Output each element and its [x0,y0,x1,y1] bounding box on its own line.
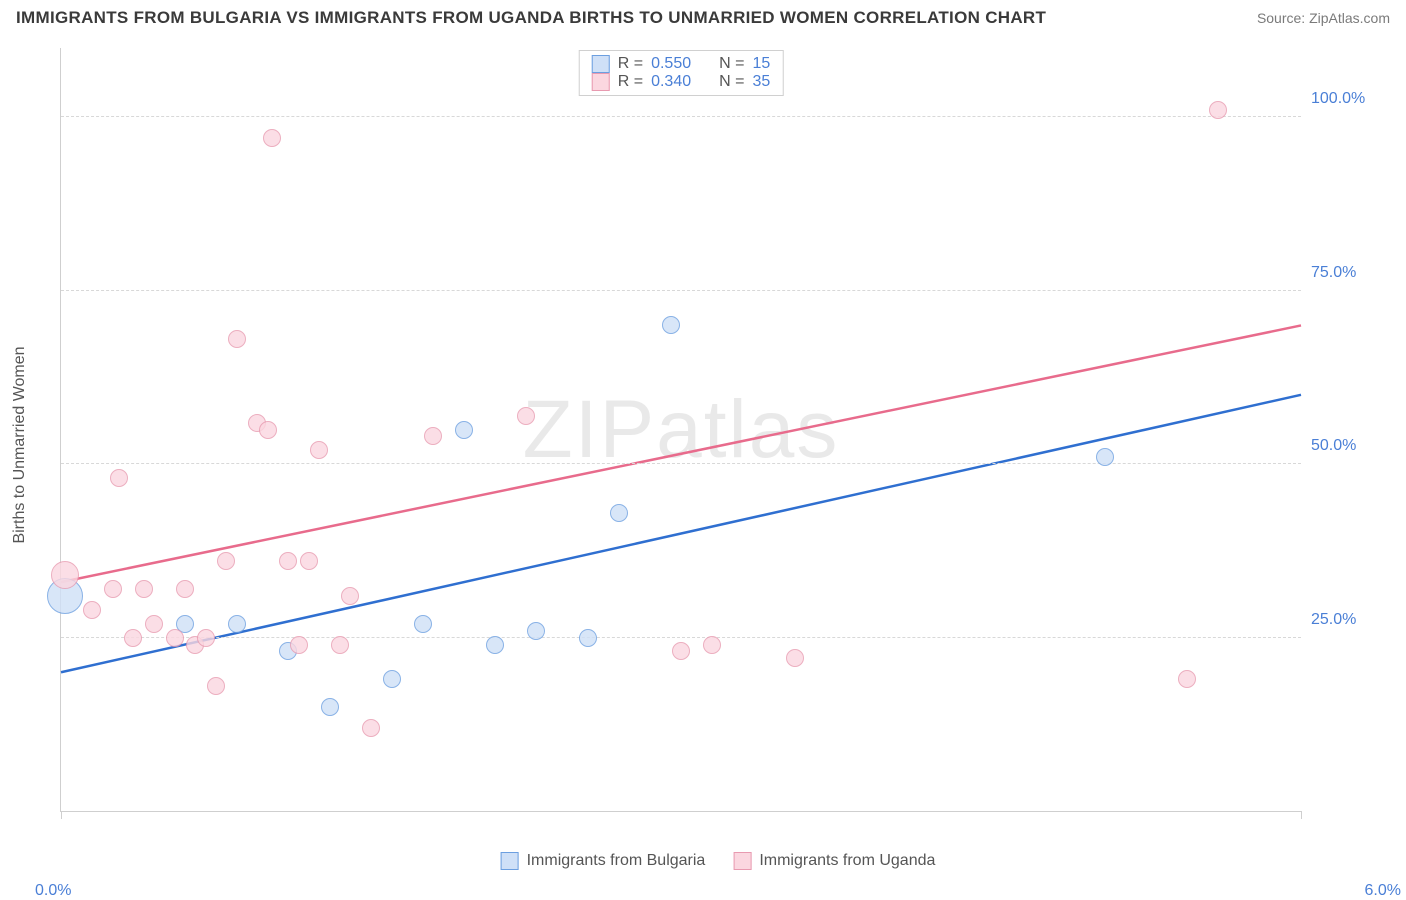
r-label: R = [618,73,643,91]
series-label: Immigrants from Uganda [759,852,935,870]
n-value: 15 [752,55,770,73]
scatter-point-uganda [145,615,163,633]
trend-line-bulgaria [61,395,1301,672]
scatter-point-uganda [300,552,318,570]
scatter-point-uganda [104,580,122,598]
scatter-point-bulgaria [662,316,680,334]
scatter-point-uganda [83,601,101,619]
legend-swatch [592,73,610,91]
scatter-point-uganda [197,629,215,647]
source-attribution: Source: ZipAtlas.com [1257,10,1390,26]
series-legend: Immigrants from Bulgaria Immigrants from … [501,852,936,870]
scatter-point-uganda [310,441,328,459]
y-tick-label: 100.0% [1311,90,1386,108]
scatter-point-uganda [176,580,194,598]
scatter-point-bulgaria [1096,448,1114,466]
r-value: 0.550 [651,55,691,73]
y-tick-label: 50.0% [1311,437,1386,455]
scatter-point-uganda [1178,670,1196,688]
scatter-point-uganda [259,421,277,439]
scatter-point-bulgaria [228,615,246,633]
scatter-point-bulgaria [383,670,401,688]
legend-swatch [733,852,751,870]
scatter-point-uganda [135,580,153,598]
scatter-point-uganda [290,636,308,654]
scatter-point-uganda [1209,101,1227,119]
grid-line [61,463,1301,464]
scatter-point-bulgaria [455,421,473,439]
n-value: 35 [752,73,770,91]
r-value: 0.340 [651,73,691,91]
scatter-point-uganda [672,642,690,660]
n-label: N = [719,55,744,73]
chart-container: Births to Unmarried Women ZIPatlas R =0.… [40,48,1396,842]
scatter-point-uganda [424,427,442,445]
scatter-point-uganda [124,629,142,647]
series-legend-item-uganda: Immigrants from Uganda [733,852,935,870]
stats-legend-row-bulgaria: R = 0.550 N = 15 [592,55,771,73]
scatter-point-uganda [207,677,225,695]
stats-legend: R = 0.550 N = 15 R = 0.340 N = 35 [579,50,784,96]
trend-lines-layer [61,48,1301,811]
scatter-point-uganda [517,407,535,425]
grid-line [61,637,1301,638]
scatter-point-uganda [786,649,804,667]
x-tick-label: 6.0% [1365,882,1401,900]
scatter-point-bulgaria [414,615,432,633]
scatter-point-uganda [51,561,79,589]
plot-area: ZIPatlas R =0.550N =15R =0.340N =35 25.0… [60,48,1301,812]
x-tick [1301,811,1302,819]
scatter-point-uganda [341,587,359,605]
scatter-point-uganda [279,552,297,570]
scatter-point-bulgaria [579,629,597,647]
y-tick-label: 25.0% [1311,611,1386,629]
scatter-point-bulgaria [321,698,339,716]
n-label: N = [719,73,744,91]
grid-line [61,290,1301,291]
x-tick-label: 0.0% [35,882,71,900]
scatter-point-bulgaria [486,636,504,654]
scatter-point-uganda [217,552,235,570]
scatter-point-bulgaria [527,622,545,640]
scatter-point-uganda [362,719,380,737]
scatter-point-uganda [263,129,281,147]
trend-line-uganda [61,325,1301,582]
scatter-point-uganda [166,629,184,647]
x-tick [61,811,62,819]
y-axis-title: Births to Unmarried Women [11,346,29,543]
series-label: Immigrants from Bulgaria [527,852,706,870]
scatter-point-bulgaria [610,504,628,522]
scatter-point-uganda [110,469,128,487]
stats-legend-row-uganda: R = 0.340 N = 35 [592,73,771,91]
grid-line [61,116,1301,117]
legend-swatch [501,852,519,870]
chart-title: IMMIGRANTS FROM BULGARIA VS IMMIGRANTS F… [16,8,1046,28]
legend-swatch [592,55,610,73]
series-legend-item-bulgaria: Immigrants from Bulgaria [501,852,706,870]
scatter-point-uganda [331,636,349,654]
y-tick-label: 75.0% [1311,264,1386,282]
scatter-point-uganda [228,330,246,348]
r-label: R = [618,55,643,73]
scatter-point-uganda [703,636,721,654]
